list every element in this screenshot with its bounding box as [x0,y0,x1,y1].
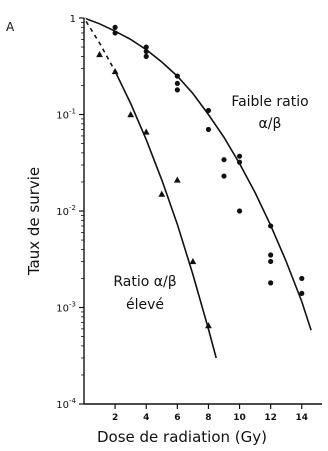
x-tick-label-14: 14 [296,413,309,423]
x-tick-label-4: 4 [143,413,149,423]
data-points [96,24,305,329]
point-s1-19 [299,275,305,282]
point-s1-7 [174,87,180,93]
point-s1-17 [268,258,274,265]
fit-curve-2-dash-gaps [82,17,117,72]
point-s2-0 [96,50,103,58]
fit-curves [82,17,312,359]
point-s2-2 [127,111,135,118]
x-tick-label-10: 10 [233,413,246,423]
curve-label-s2-line2: élevé [126,297,164,313]
y-tick-label-4: 10-4 [56,397,76,411]
point-s2-1 [111,67,119,75]
y-tick-label-1: 10-1 [56,108,76,122]
curve-label-s1-line1: Faible ratio [231,94,308,110]
point-s2-4 [158,190,166,197]
point-s1-3 [143,48,149,55]
point-s1-12 [236,153,243,159]
point-s1-20 [299,290,305,296]
point-s1-11 [221,173,227,179]
point-s1-0 [112,24,118,30]
point-s1-10 [221,157,227,163]
point-s1-5 [174,73,180,79]
point-s1-13 [236,159,243,165]
fit-curve-1 [83,17,312,331]
y-tick-label-0: 1 [70,14,76,25]
fit-curve-2 [83,17,217,359]
point-s1-9 [205,126,212,133]
point-s1-18 [268,280,274,286]
curve-label-s2-line1: Ratio α/β [113,274,176,290]
point-s1-15 [268,223,274,229]
point-s1-16 [268,252,274,258]
point-s1-6 [174,80,180,87]
point-s2-5 [173,176,181,183]
point-s1-2 [143,44,149,50]
x-tick-label-12: 12 [264,413,277,423]
point-s1-14 [236,208,243,214]
x-tick-label-2: 2 [112,413,118,423]
point-s2-7 [205,322,212,329]
y-tick-label-2: 10-2 [56,204,76,218]
axes: 2 4 6 8 10 12 14 1 10-1 10-2 10-3 10-4 [56,14,322,423]
point-s1-1 [112,30,118,36]
point-s1-8 [205,107,212,114]
point-s2-3 [142,128,150,135]
point-s1-4 [143,53,149,60]
point-s2-6 [189,258,197,265]
curve-labels: Faible ratio α/β Ratio α/β élevé [113,94,308,313]
y-axis-title: Taux de survie [25,167,43,276]
x-axis-title: Dose de radiation (Gy) [97,428,267,446]
x-tick-label-8: 8 [205,413,211,423]
curve-label-s1-line2: α/β [259,116,282,132]
x-tick-label-6: 6 [174,413,180,423]
y-tick-label-3: 10-3 [56,301,76,315]
panel-label: A [6,20,15,34]
